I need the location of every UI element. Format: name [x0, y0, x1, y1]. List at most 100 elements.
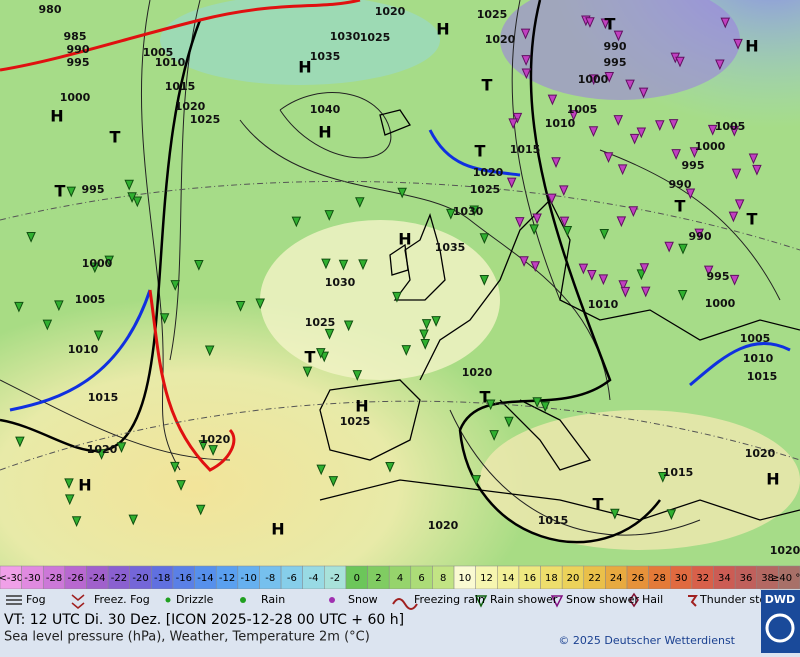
rain-shower-icon: [474, 595, 488, 608]
snow-shower: [613, 115, 624, 126]
pressure-label: 1000: [60, 91, 91, 104]
cold-core: [500, 0, 740, 100]
pressure-center: T: [475, 142, 486, 161]
snow-shower: [578, 263, 589, 275]
rain-shower: [504, 416, 514, 428]
cold-front: [9, 289, 152, 412]
graticule: [0, 180, 800, 471]
cold-front-2: [428, 129, 521, 177]
color-label: 34: [718, 573, 731, 584]
rain-shower: [321, 258, 331, 270]
copyright: © 2025 Deutscher Wetterdienst: [558, 634, 735, 647]
rain-shower: [170, 461, 180, 473]
pressure-center: H: [318, 123, 331, 142]
color-label: <-30: [0, 573, 23, 584]
fog-icon: [6, 595, 22, 605]
pressure-label: 1020: [745, 447, 776, 460]
rain-shower: [562, 225, 573, 237]
pressure-label: 1010: [68, 343, 99, 356]
rain-shower: [128, 514, 139, 526]
rain-shower: [324, 210, 335, 221]
snow-shower: [604, 72, 615, 83]
snow-shower: [729, 274, 740, 286]
rain-shower: [71, 516, 82, 528]
color-label: 28: [653, 573, 666, 584]
color-label: 30: [675, 573, 688, 584]
pressure-label: 1015: [88, 391, 119, 404]
freez-fog-icon: [71, 594, 85, 609]
pressure-center: H: [271, 520, 284, 539]
pressure-center: H: [766, 470, 779, 489]
snow-shower: [685, 188, 696, 200]
color-label: 22: [588, 573, 601, 584]
color-label: 18: [545, 573, 558, 584]
rain-shower: [26, 232, 36, 243]
rain-shower: [401, 345, 412, 356]
rain-shower: [610, 508, 620, 520]
snow-shower: [547, 193, 557, 205]
color-label: -6: [287, 573, 297, 584]
color-label: -24: [89, 573, 105, 584]
snow-shower: [521, 55, 531, 66]
rain-shower: [64, 494, 75, 506]
rain-shower: [127, 192, 137, 203]
rain-shower: [176, 480, 186, 491]
pressure-center: T: [593, 495, 604, 514]
pressure-center: H: [398, 230, 411, 249]
legend-label: Freezing rain: [414, 593, 485, 606]
pressure-label: 990: [669, 178, 692, 191]
rain-shower: [446, 208, 456, 220]
snow-shower: [585, 17, 595, 28]
snow-shower: [512, 112, 523, 124]
pressure-center: H: [355, 397, 368, 416]
snow-icon: [329, 597, 335, 603]
rain-shower: [93, 330, 104, 342]
pressure-label: 1030: [453, 205, 484, 218]
snow-shower: [568, 110, 579, 121]
color-label: -4: [309, 573, 319, 584]
thunder-icon: [688, 595, 698, 607]
snow-shower: [671, 149, 681, 160]
subtitle: Sea level pressure (hPa), Weather, Tempe…: [4, 630, 370, 645]
pressure-label: 990: [67, 43, 90, 56]
rain-shower: [316, 348, 326, 359]
snow-shower: [559, 216, 570, 228]
rain-shower: [529, 224, 539, 236]
snow-shower: [530, 261, 541, 272]
colorbar: <-30 -30 -28 -26 -24 -22 -20 -18 -16 -14 -12 -10 -8-…: [0, 565, 800, 590]
weather-symbols: [14, 15, 762, 528]
rain-shower: [385, 461, 395, 473]
legend-label: Freez. Fog: [94, 593, 150, 606]
pressure-label: 1025: [340, 415, 371, 428]
rain-shower: [489, 430, 499, 441]
legend: [0, 589, 760, 613]
snow-shower: [694, 228, 704, 240]
color-label: -10: [240, 573, 256, 584]
rain-shower: [421, 319, 432, 330]
rain-shower: [677, 289, 688, 301]
rain-shower: [198, 440, 209, 451]
color-label: 38: [761, 573, 774, 584]
pressure-label: 1000: [695, 140, 726, 153]
pressure-label: 1015: [538, 514, 569, 527]
snow-shower: [703, 265, 714, 277]
freezing-rain-icon: [392, 598, 418, 610]
snow-shower: [675, 56, 685, 68]
pressure-label: 1015: [510, 143, 541, 156]
rain-shower: [291, 216, 302, 228]
rain-shower: [116, 442, 127, 453]
rain-shower: [316, 464, 326, 476]
snow-shower: [689, 147, 700, 159]
rain-shower: [15, 436, 25, 448]
snow-shower: [639, 263, 650, 274]
color-label: 20: [567, 573, 580, 584]
pressure-label: 1010: [588, 298, 619, 311]
pressure-center: T: [305, 348, 316, 367]
color-label: 0: [354, 573, 360, 584]
snow-shower: [521, 68, 532, 80]
rain-shower: [479, 274, 490, 286]
legend-label: Hail: [642, 593, 663, 606]
snow-shower: [618, 280, 628, 292]
snow-shower: [720, 17, 731, 29]
color-label: -18: [154, 573, 170, 584]
